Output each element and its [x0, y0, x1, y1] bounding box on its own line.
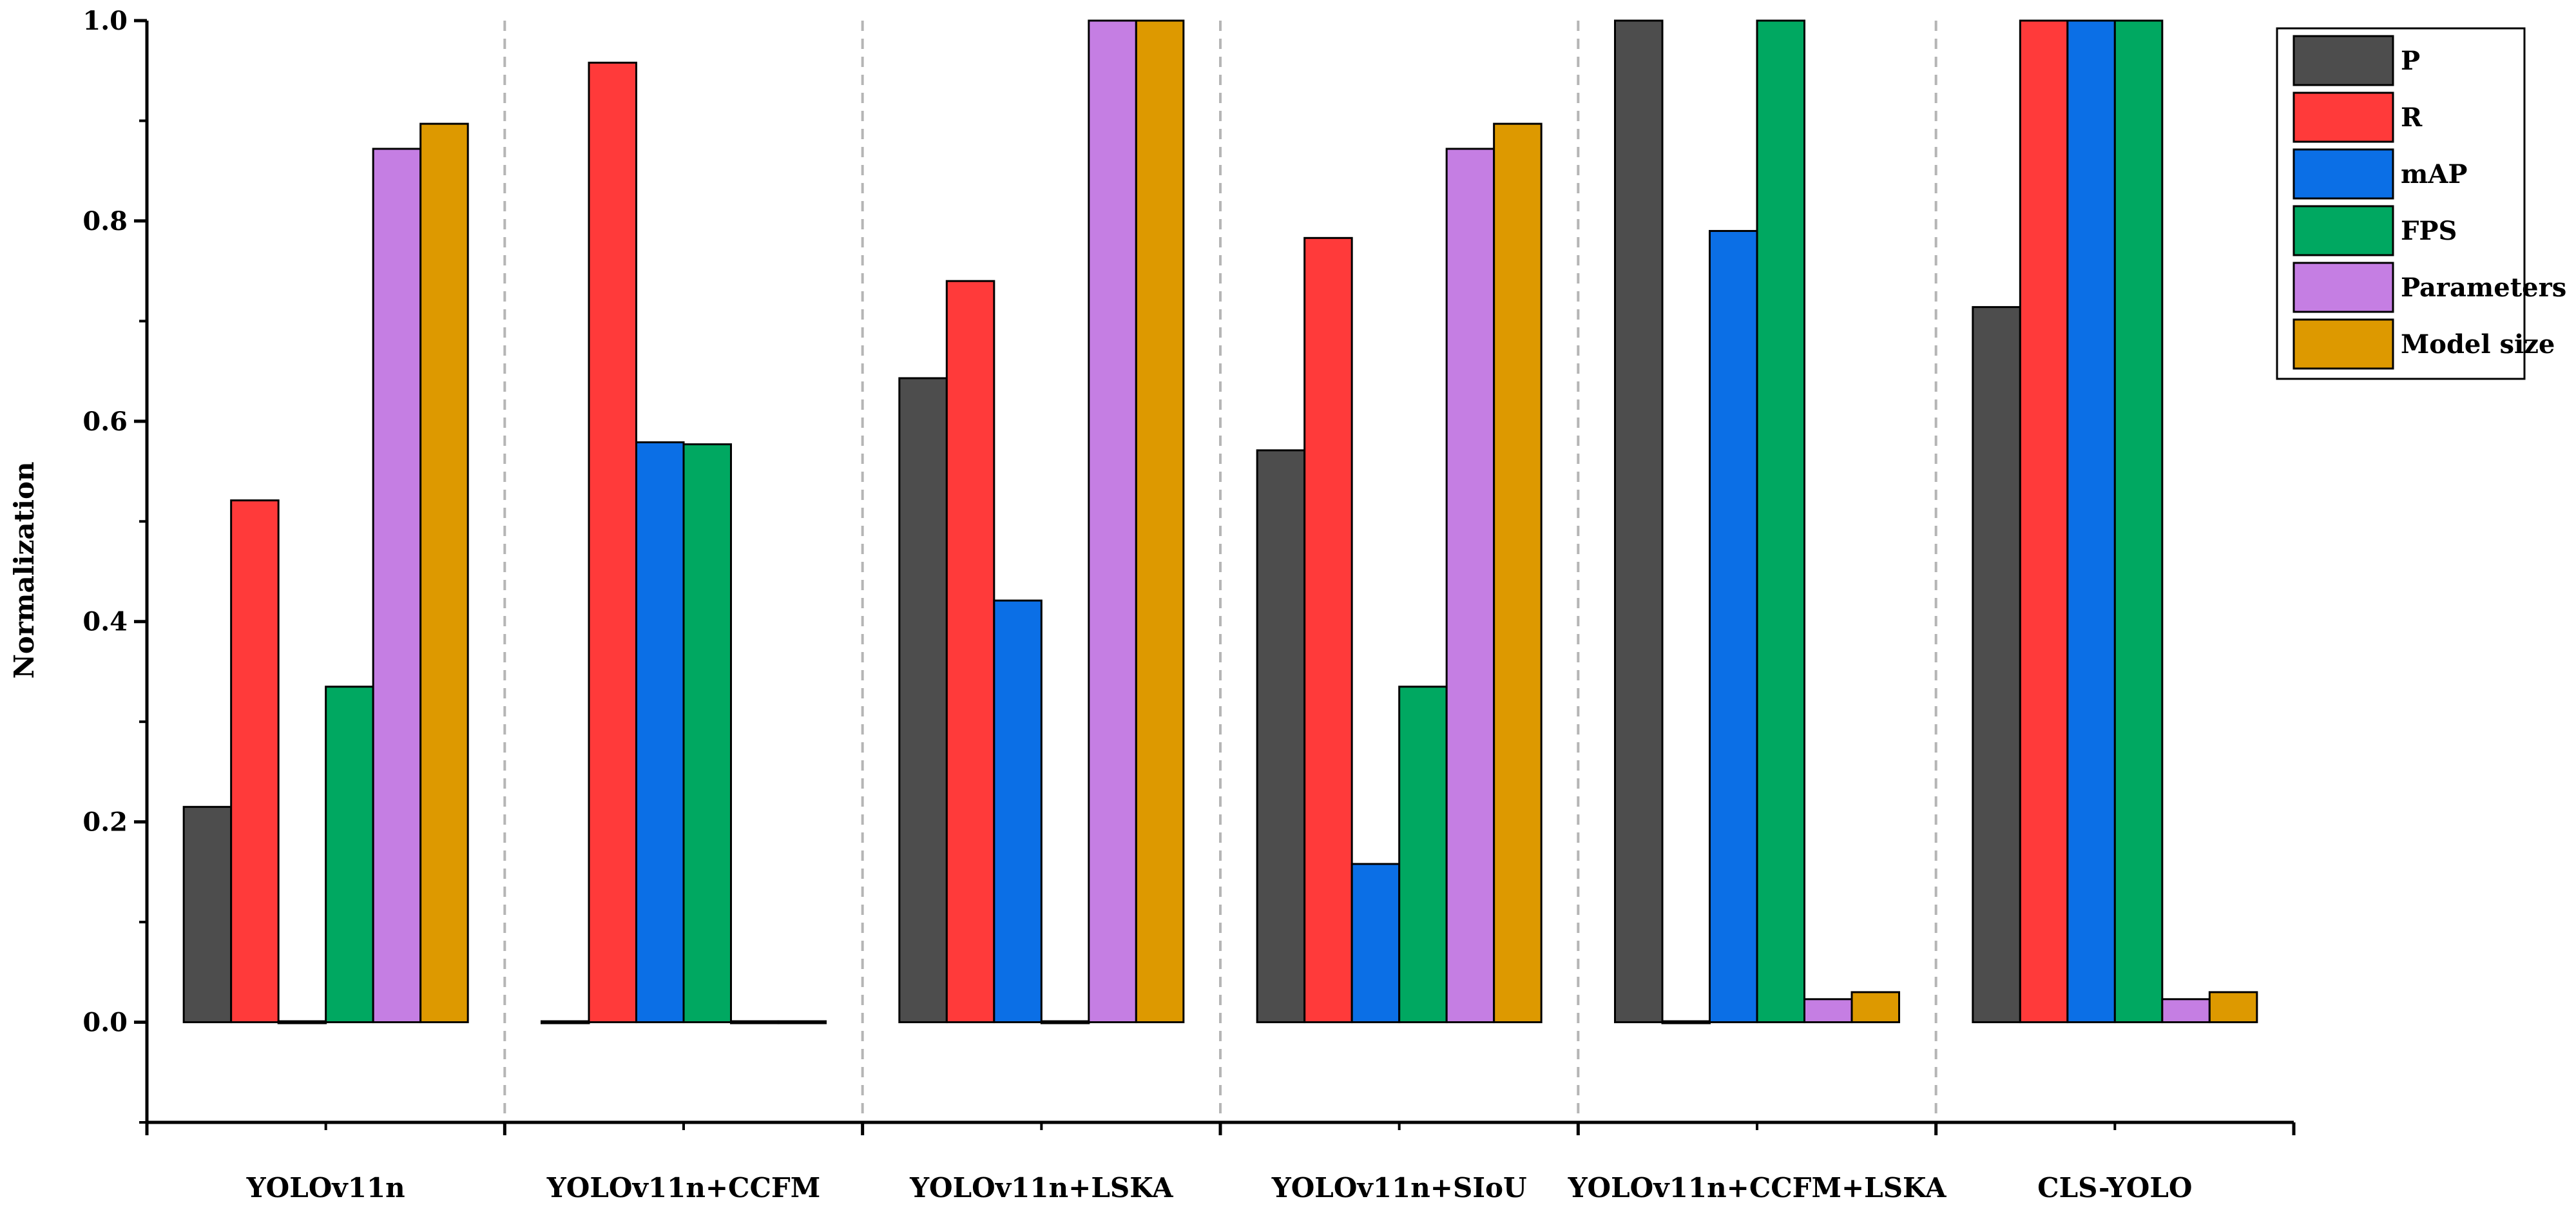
bar-fps-6 — [2113, 19, 2164, 1024]
bar-map-5 — [1709, 229, 1758, 1024]
bar-p-5 — [1614, 19, 1664, 1024]
y-tick-label: 0.0 — [82, 1008, 128, 1038]
category-separators — [503, 21, 1937, 1122]
bar-fps-4 — [1398, 686, 1448, 1024]
bar-parameters-6 — [2161, 998, 2211, 1024]
legend-label: FPS — [2401, 216, 2457, 246]
bar-parameters-4 — [1445, 148, 1495, 1024]
bar-model-size-2 — [777, 1020, 827, 1024]
bar-p-3 — [898, 377, 948, 1024]
bar-fps-3 — [1040, 1020, 1090, 1024]
bar-fps-2 — [682, 443, 732, 1024]
bar-p-2 — [541, 1020, 590, 1024]
x-category-label: YOLOv11n+LSKA — [909, 1172, 1174, 1204]
legend-swatch — [2292, 205, 2394, 256]
bar-r-1 — [230, 499, 280, 1024]
y-axis-title: Normalization — [8, 461, 40, 678]
bar-model-size-3 — [1135, 19, 1185, 1024]
bar-map-4 — [1350, 863, 1401, 1024]
bar-p-1 — [182, 805, 233, 1024]
bar-p-4 — [1256, 449, 1306, 1024]
x-category-label: YOLOv11n+CCFM — [546, 1172, 820, 1204]
x-category-label: YOLOv11n — [246, 1172, 405, 1204]
bar-r-3 — [945, 280, 995, 1024]
bar-model-size-4 — [1493, 122, 1543, 1024]
x-category-label: YOLOv11n+SIoU — [1271, 1172, 1527, 1204]
bar-map-2 — [635, 441, 685, 1024]
legend-label: Model size — [2401, 329, 2555, 360]
y-axis-ticks: 0.0 0.2 0.4 0.6 0.8 1.0 — [82, 6, 147, 1124]
bar-model-size-6 — [2208, 991, 2258, 1024]
y-tick-label: 0.8 — [82, 206, 128, 236]
legend-label: mAP — [2401, 159, 2467, 189]
legend-swatch — [2292, 35, 2394, 86]
bar-parameters-2 — [730, 1020, 780, 1024]
bar-parameters-5 — [1803, 998, 1853, 1024]
bar-model-size-1 — [419, 122, 469, 1024]
bar-map-1 — [277, 1020, 327, 1024]
legend-swatch — [2292, 148, 2394, 200]
bar-fps-1 — [325, 686, 374, 1024]
y-tick-label: 0.4 — [82, 607, 128, 637]
legend-swatch — [2292, 262, 2394, 313]
bar-model-size-5 — [1850, 991, 1900, 1024]
bar-p-6 — [1972, 306, 2021, 1024]
bar-r-4 — [1303, 236, 1353, 1024]
bar-parameters-1 — [372, 148, 422, 1024]
bar-parameters-3 — [1088, 19, 1137, 1024]
y-tick-label: 1.0 — [82, 6, 128, 36]
bar-map-6 — [2066, 19, 2116, 1024]
x-category-label: CLS-YOLO — [2037, 1172, 2192, 1204]
y-tick-label: 0.2 — [82, 807, 128, 838]
legend-label: Parameters — [2401, 273, 2566, 303]
legend-label: P — [2401, 46, 2420, 76]
bar-r-2 — [588, 61, 637, 1024]
bar-r-6 — [2019, 19, 2069, 1024]
bar-r-5 — [1661, 1020, 1711, 1024]
y-tick-label: 0.6 — [82, 407, 128, 437]
bar-map-3 — [993, 599, 1043, 1024]
legend-swatch — [2292, 91, 2394, 143]
legend-swatch — [2292, 318, 2394, 370]
legend-label: R — [2401, 102, 2423, 133]
bar-fps-5 — [1756, 19, 1805, 1024]
x-category-label: YOLOv11n+CCFM+LSKA — [1568, 1172, 1947, 1204]
bars — [182, 19, 2258, 1024]
x-axis-category-labels: YOLOv11n YOLOv11n+CCFM YOLOv11n+LSKA YOLOv1… — [145, 1122, 2296, 1204]
